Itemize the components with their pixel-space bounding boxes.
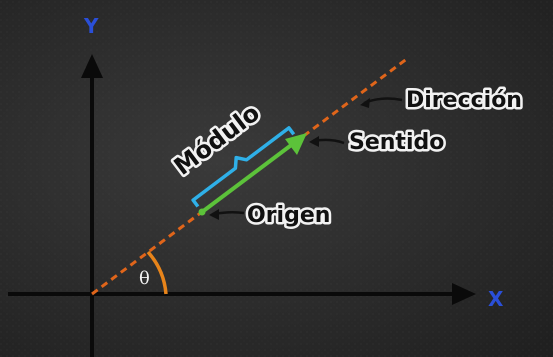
direction-pointer (360, 97, 403, 108)
x-axis (8, 283, 476, 305)
y-axis-label: Y (83, 14, 99, 38)
vector-arrow (198, 133, 307, 216)
magnitude-bracket (191, 126, 296, 208)
angle-label: θ (139, 268, 150, 289)
vector-origin-point (198, 208, 206, 216)
direction-label: Dirección (406, 88, 522, 113)
sense-label: Sentido (349, 130, 444, 155)
angle-arc (146, 250, 168, 295)
origin-label: Origen (247, 203, 330, 228)
sense-pointer (309, 136, 345, 147)
x-axis-label: X (488, 287, 504, 311)
origin-pointer (209, 209, 245, 220)
x-axis-arrowhead (452, 283, 476, 305)
vector-arrowhead (285, 133, 307, 155)
y-axis-arrowhead (81, 54, 103, 78)
y-axis (81, 54, 103, 357)
